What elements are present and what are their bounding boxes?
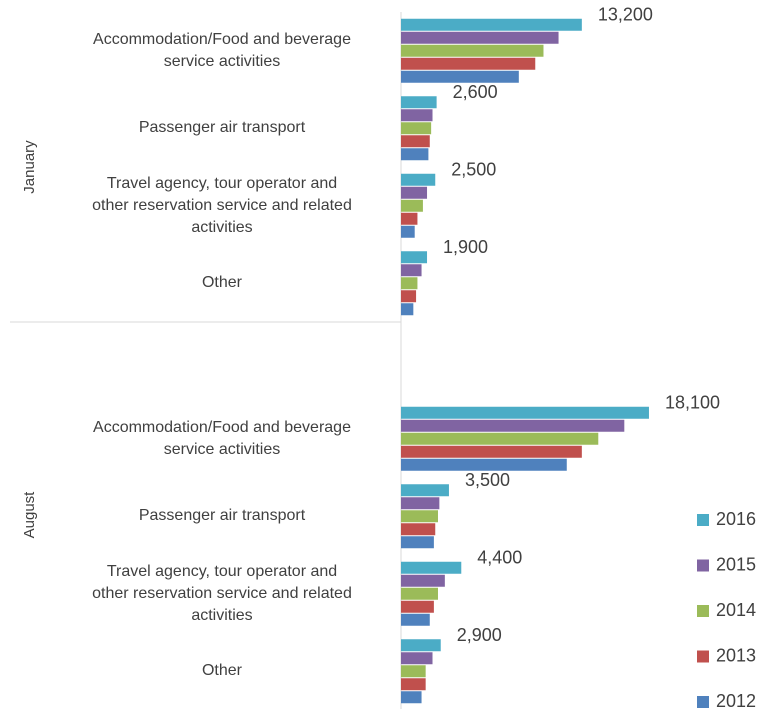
category-label: Travel agency, tour operator and other r… [92, 562, 352, 624]
category-label: Accommodation/Food and beverage service … [93, 418, 351, 458]
bar [401, 613, 430, 626]
category-label: Passenger air transport [138, 119, 306, 137]
bar [401, 497, 440, 510]
bar [401, 652, 433, 665]
legend-label: 2014 [716, 600, 756, 620]
value-label: 1,900 [443, 237, 488, 257]
bar [401, 225, 415, 238]
bar [401, 458, 567, 471]
bar [401, 148, 429, 161]
bar [401, 484, 449, 497]
category-label: Other [201, 274, 242, 292]
bar [401, 691, 422, 704]
legend-label: 2012 [716, 691, 756, 709]
bar [401, 186, 428, 199]
group-label: January [21, 140, 38, 194]
bar [401, 31, 559, 44]
bar [401, 587, 438, 600]
bar [401, 109, 433, 122]
bar [401, 57, 536, 70]
bar [401, 212, 418, 225]
bar [401, 445, 582, 458]
bar [401, 96, 437, 109]
legend-swatch [697, 650, 709, 663]
value-label: 4,400 [477, 548, 522, 568]
value-label: 13,200 [598, 5, 653, 25]
value-label: 18,100 [665, 393, 720, 413]
bar [401, 665, 426, 678]
bar [401, 432, 599, 445]
value-label: 2,900 [457, 625, 502, 645]
bar [401, 44, 544, 57]
bar [401, 303, 414, 316]
bar [401, 536, 434, 549]
group-label: August [21, 491, 38, 539]
bar [401, 574, 445, 587]
legend-swatch [697, 559, 709, 572]
legend-label: 2016 [716, 509, 756, 529]
bar [401, 510, 438, 523]
bar [401, 199, 423, 212]
bar [401, 523, 436, 536]
bar [401, 173, 436, 186]
bar [401, 18, 582, 31]
category-label: Accommodation/Food and beverage service … [93, 30, 351, 70]
bar [401, 251, 428, 264]
bar [401, 600, 434, 613]
legend-swatch [697, 514, 709, 526]
legend-label: 2013 [716, 645, 756, 665]
bar [401, 290, 417, 303]
legend-label: 2015 [716, 554, 756, 574]
bar [401, 70, 519, 83]
bar [401, 561, 462, 574]
category-label: Travel agency, tour operator and other r… [92, 174, 352, 236]
bar [401, 135, 430, 148]
bar [401, 419, 625, 432]
legend-swatch [697, 696, 709, 708]
bar [401, 678, 426, 691]
bar [401, 122, 432, 135]
category-label: Other [201, 662, 242, 680]
value-label: 2,600 [453, 82, 498, 102]
legend-swatch [697, 605, 709, 617]
bar [401, 264, 422, 277]
bar [401, 277, 418, 290]
value-label: 2,500 [451, 160, 496, 180]
category-label: Passenger air transport [138, 507, 306, 525]
bar [401, 639, 441, 652]
bar [401, 406, 649, 419]
value-label: 3,500 [465, 470, 510, 490]
